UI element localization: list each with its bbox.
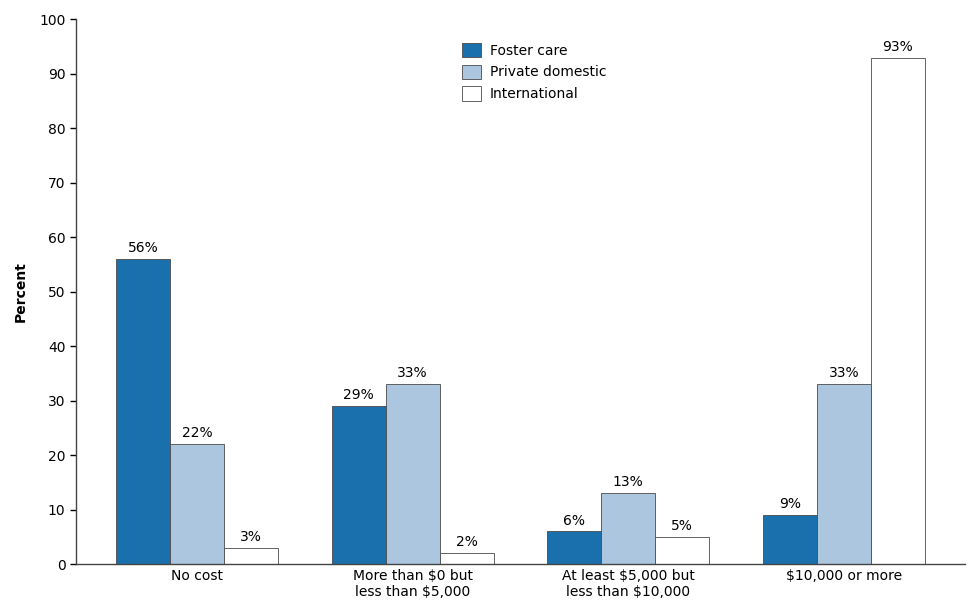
Text: 33%: 33%: [397, 367, 427, 381]
Text: 13%: 13%: [612, 476, 643, 489]
Bar: [547, 531, 600, 564]
Y-axis label: Percent: Percent: [14, 261, 27, 322]
Text: 22%: 22%: [182, 427, 212, 440]
Bar: [439, 553, 493, 564]
Text: 5%: 5%: [671, 519, 692, 533]
Bar: [762, 515, 816, 564]
Text: 3%: 3%: [240, 530, 262, 544]
Text: 9%: 9%: [778, 497, 800, 511]
Bar: [332, 406, 385, 564]
Text: 56%: 56%: [128, 242, 158, 255]
Text: 6%: 6%: [562, 514, 585, 528]
Bar: [600, 493, 654, 564]
Bar: [224, 547, 278, 564]
Bar: [654, 537, 708, 564]
Bar: [869, 58, 924, 564]
Legend: Foster care, Private domestic, International: Foster care, Private domestic, Internati…: [456, 37, 611, 107]
Text: 33%: 33%: [827, 367, 859, 381]
Text: 29%: 29%: [343, 388, 374, 402]
Bar: [816, 384, 869, 564]
Bar: [116, 259, 170, 564]
Bar: [170, 444, 224, 564]
Text: 93%: 93%: [881, 40, 912, 54]
Bar: [385, 384, 439, 564]
Text: 2%: 2%: [455, 535, 477, 549]
